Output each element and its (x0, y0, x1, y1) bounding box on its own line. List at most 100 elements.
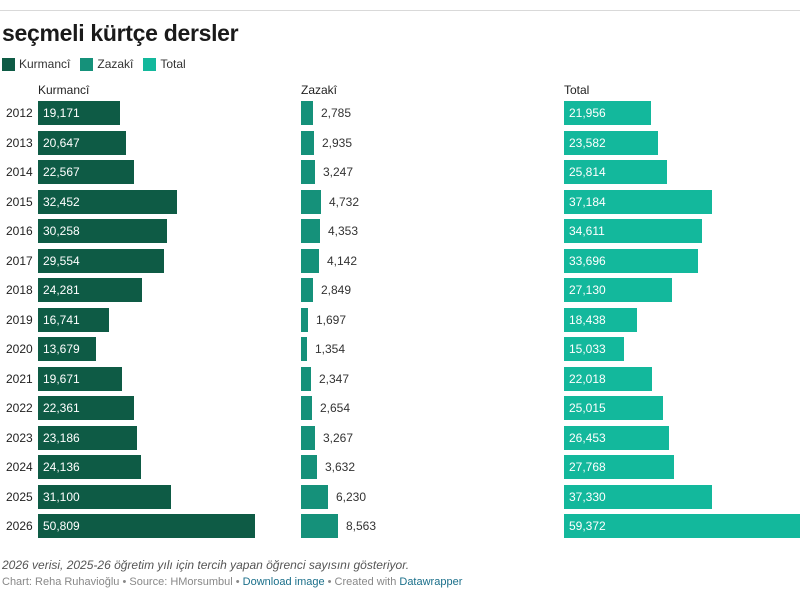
value-label-kurmanci-2017: 29,554 (43, 253, 80, 268)
bar-total-2023 (564, 425, 669, 450)
value-label-kurmanci-2023: 23,186 (43, 430, 80, 445)
bar-total-2026 (564, 514, 800, 538)
value-label-zazaki-2024: 3,632 (325, 460, 356, 474)
legend-swatch-total (143, 57, 157, 71)
bar-zazaki-2021 (301, 366, 311, 391)
bar-zazaki-2024 (301, 455, 317, 479)
bar-total-2016 (564, 219, 702, 243)
bar-total-2024 (564, 455, 674, 479)
value-label-total-2021: 22,018 (569, 371, 606, 386)
top-divider (0, 0, 800, 11)
value-label-total-2026: 59,372 (569, 519, 606, 533)
legend-item-zazaki: Zazakî (80, 57, 133, 71)
bar-zazaki-2023 (301, 425, 315, 450)
value-label-kurmanci-2019: 16,741 (43, 312, 80, 327)
bar-zazaki-2014 (301, 160, 315, 184)
year-label-2025: 2025 (6, 489, 33, 504)
legend-label-total: Total (160, 57, 186, 71)
value-label-total-2014: 25,814 (569, 165, 606, 179)
bar-zazaki-2019 (301, 307, 308, 332)
chart-footer: Chart: Reha Ruhavioğlu • Source: HMorsum… (2, 576, 462, 588)
bar-kurmanci-2023 (38, 425, 137, 450)
value-label-total-2016: 34,611 (569, 224, 605, 238)
bar-kurmanci-2019 (38, 307, 109, 332)
bar-zazaki-2022 (301, 396, 312, 420)
year-label-2017: 2017 (6, 253, 33, 268)
value-label-kurmanci-2013: 20,647 (43, 135, 80, 150)
bar-total-2021 (564, 366, 652, 391)
year-label-2015: 2015 (6, 194, 33, 209)
value-label-zazaki-2013: 2,935 (322, 135, 353, 150)
bar-zazaki-2013 (301, 130, 314, 155)
legend-item-kurmanci: Kurmancî (2, 57, 70, 71)
legend-label-kurmanci: Kurmancî (19, 57, 71, 71)
chart-title: seçmeli kürtçe dersler (2, 20, 239, 46)
year-label-2012: 2012 (6, 106, 33, 120)
bar-kurmanci-2015 (38, 189, 177, 214)
value-label-zazaki-2025: 6,230 (336, 489, 367, 504)
value-label-total-2025: 37,330 (569, 489, 606, 504)
year-label-2024: 2024 (6, 460, 33, 474)
bar-kurmanci-2020 (38, 337, 96, 361)
year-label-2019: 2019 (6, 312, 33, 327)
value-label-kurmanci-2015: 32,452 (43, 194, 80, 209)
value-label-kurmanci-2022: 22,361 (43, 401, 80, 415)
bar-kurmanci-2021 (38, 366, 122, 391)
footer-created-with: • Created with (324, 576, 400, 588)
bar-total-2012 (564, 101, 651, 125)
panel-title-zazaki: Zazakî (301, 83, 338, 97)
bar-total-2014 (564, 160, 667, 184)
value-label-kurmanci-2021: 19,671 (43, 371, 80, 386)
bar-total-2017 (564, 248, 698, 273)
value-label-total-2023: 26,453 (569, 430, 606, 445)
bar-kurmanci-2012 (38, 101, 120, 125)
download-image-link[interactable]: Download image (242, 576, 325, 588)
bar-kurmanci-2014 (38, 160, 134, 184)
year-label-2021: 2021 (6, 371, 33, 386)
bar-kurmanci-2025 (38, 484, 171, 509)
panel-title-total: Total (564, 83, 590, 97)
datawrapper-link[interactable]: Datawrapper (399, 576, 463, 588)
bar-kurmanci-2013 (38, 130, 126, 155)
bar-zazaki-2026 (301, 514, 338, 538)
value-label-kurmanci-2018: 24,281 (43, 283, 80, 297)
value-label-kurmanci-2026: 50,809 (43, 519, 80, 533)
value-label-zazaki-2023: 3,267 (323, 430, 354, 445)
bar-zazaki-2017 (301, 248, 319, 273)
bar-zazaki-2015 (301, 189, 321, 214)
value-label-kurmanci-2020: 13,679 (43, 342, 80, 356)
value-label-zazaki-2021: 2,347 (319, 371, 350, 386)
bar-zazaki-2025 (301, 484, 328, 509)
value-label-zazaki-2015: 4,732 (329, 194, 360, 209)
legend-swatch-zazaki (80, 57, 94, 71)
value-label-zazaki-2012: 2,785 (321, 106, 352, 120)
bar-total-2020 (564, 337, 624, 361)
footer-credit: Chart: Reha Ruhavioğlu • Source: HMorsum… (2, 576, 243, 588)
value-label-zazaki-2017: 4,142 (327, 253, 358, 268)
value-label-zazaki-2018: 2,849 (321, 283, 352, 297)
legend: Kurmancî Zazakî Total (2, 57, 196, 71)
value-label-total-2015: 37,184 (569, 194, 606, 209)
year-label-2020: 2020 (6, 342, 33, 356)
bar-zazaki-2018 (301, 278, 313, 302)
legend-item-total: Total (143, 57, 186, 71)
year-label-2022: 2022 (6, 401, 33, 415)
value-label-total-2018: 27,130 (569, 283, 606, 297)
value-label-zazaki-2020: 1,354 (315, 342, 346, 356)
year-label-2018: 2018 (6, 283, 33, 297)
value-label-total-2019: 18,438 (569, 312, 606, 327)
value-label-total-2020: 15,033 (569, 342, 606, 356)
value-label-total-2024: 27,768 (569, 460, 606, 474)
value-label-kurmanci-2012: 19,171 (43, 106, 80, 120)
value-label-total-2012: 21,956 (569, 106, 606, 120)
legend-swatch-kurmanci (2, 57, 15, 71)
year-label-2014: 2014 (6, 165, 33, 179)
year-label-2026: 2026 (6, 519, 33, 533)
panel-title-kurmanci: Kurmancî (38, 83, 90, 97)
bar-total-2018 (564, 278, 672, 302)
value-label-zazaki-2016: 4,353 (328, 224, 359, 238)
value-label-total-2013: 23,582 (569, 135, 606, 150)
bar-kurmanci-2026 (38, 514, 255, 538)
value-label-total-2017: 33,696 (569, 253, 606, 268)
year-label-2023: 2023 (6, 430, 33, 445)
